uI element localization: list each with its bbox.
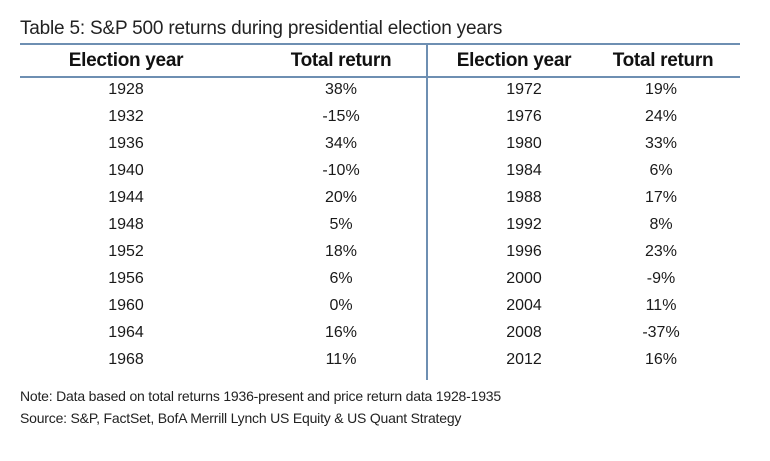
header-rule [20, 76, 740, 78]
election-year-left-cell: 1964 [108, 324, 144, 341]
header-total-return-left: Total return [290, 50, 392, 71]
total-return-left-cell: 6% [329, 270, 353, 287]
election-year-left-cell: 1940 [108, 162, 144, 179]
election-year-left-cell: 1956 [108, 270, 144, 287]
total-return-right-cell: 19% [644, 81, 678, 98]
top-rule [20, 43, 740, 45]
total-return-right-cell: -37% [642, 324, 680, 341]
total-return-left-cell: 0% [329, 297, 353, 314]
total-return-left-cell: 38% [324, 81, 358, 98]
column-divider [426, 43, 428, 380]
header-row: Election year Total return Election year… [20, 45, 740, 76]
table-row: 1952 18% 1996 23% [20, 240, 740, 267]
total-return-right-cell: 33% [644, 135, 678, 152]
total-return-right-cell: 17% [644, 189, 678, 206]
total-return-left-cell: 11% [325, 351, 357, 368]
total-return-left-cell: 16% [324, 324, 358, 341]
table-row: 1932 -15% 1976 24% [20, 105, 740, 132]
total-return-left-cell: -10% [322, 162, 360, 179]
table-row: 1948 5% 1992 8% [20, 213, 740, 240]
election-year-right-cell: 2000 [506, 270, 542, 287]
total-return-left-cell: -15% [322, 108, 360, 125]
election-year-left-cell: 1932 [108, 108, 144, 125]
election-year-right-cell: 1980 [506, 135, 542, 152]
election-year-right-cell: 1972 [506, 81, 542, 98]
footnote: Note: Data based on total returns 1936-p… [20, 388, 501, 404]
election-year-right-cell: 1984 [506, 162, 542, 179]
total-return-right-cell: 6% [649, 162, 673, 179]
table-row: 1956 6% 2000 -9% [20, 267, 740, 294]
election-year-right-cell: 1976 [506, 108, 542, 125]
election-year-left-cell: 1952 [108, 243, 144, 260]
total-return-right-cell: 23% [644, 243, 678, 260]
table-row: 1960 0% 2004 11% [20, 294, 740, 321]
header-election-year-right: Election year [456, 50, 572, 71]
total-return-left-cell: 34% [324, 135, 358, 152]
election-year-right-cell: 2004 [506, 297, 542, 314]
header-election-year-left: Election year [68, 50, 184, 71]
total-return-right-cell: 24% [644, 108, 678, 125]
election-year-left-cell: 1936 [108, 135, 144, 152]
total-return-right-cell: 11% [645, 297, 677, 314]
election-year-right-cell: 1988 [506, 189, 542, 206]
table-row: 1936 34% 1980 33% [20, 132, 740, 159]
total-return-right-cell: 16% [644, 351, 678, 368]
table-title: Table 5: S&P 500 returns during presiden… [20, 18, 503, 39]
total-return-right-cell: 8% [649, 216, 673, 233]
election-year-right-cell: 2012 [506, 351, 542, 368]
total-return-left-cell: 20% [324, 189, 358, 206]
total-return-left-cell: 5% [329, 216, 353, 233]
election-year-left-cell: 1928 [108, 81, 144, 98]
table-row: 1928 38% 1972 19% [20, 78, 740, 105]
election-year-right-cell: 1992 [506, 216, 542, 233]
table-row: 1964 16% 2008 -37% [20, 321, 740, 348]
election-year-left-cell: 1948 [108, 216, 144, 233]
table-row: 1968 11% 2012 16% [20, 348, 740, 375]
total-return-right-cell: -9% [646, 270, 676, 287]
election-year-right-cell: 2008 [506, 324, 542, 341]
total-return-left-cell: 18% [324, 243, 358, 260]
election-year-left-cell: 1944 [108, 189, 144, 206]
header-total-return-right: Total return [612, 50, 714, 71]
table-row: 1940 -10% 1984 6% [20, 159, 740, 186]
election-year-right-cell: 1996 [506, 243, 542, 260]
election-year-left-cell: 1968 [108, 351, 144, 368]
election-year-left-cell: 1960 [108, 297, 144, 314]
table-row: 1944 20% 1988 17% [20, 186, 740, 213]
source-note: Source: S&P, FactSet, BofA Merrill Lynch… [20, 410, 462, 426]
